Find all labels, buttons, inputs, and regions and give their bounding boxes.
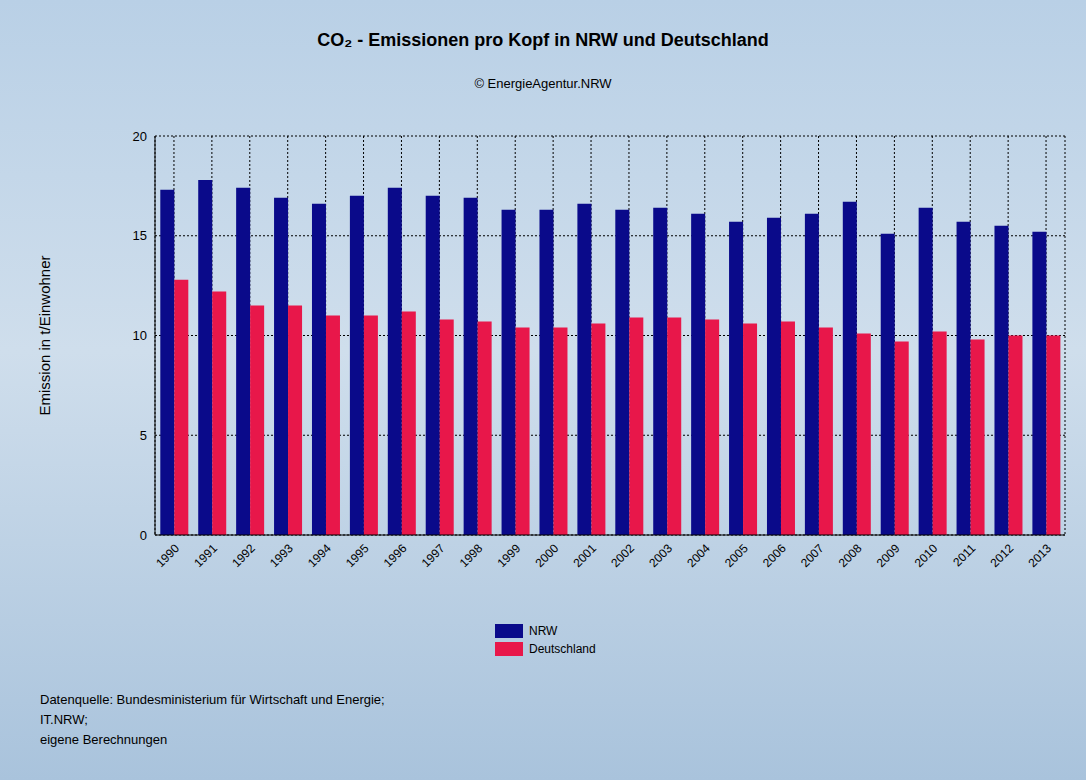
svg-text:15: 15 (133, 228, 147, 243)
svg-text:2013: 2013 (1025, 541, 1054, 570)
svg-text:2012: 2012 (987, 541, 1016, 570)
svg-text:1996: 1996 (381, 541, 410, 570)
html-text:Deutschland: Deutschland (529, 642, 596, 656)
svg-text:0: 0 (140, 528, 147, 543)
html-text:NRW: NRW (529, 624, 558, 638)
svg-text:1994: 1994 (305, 541, 334, 570)
svg-text:2008: 2008 (836, 541, 865, 570)
svg-text:20: 20 (133, 129, 147, 144)
svg-text:2004: 2004 (684, 541, 713, 570)
svg-text:5: 5 (140, 428, 147, 443)
svg-text:1991: 1991 (191, 541, 220, 570)
html-text:Datenquelle: Bundesministerium: Datenquelle: Bundesministerium für Wirts… (40, 692, 385, 707)
svg-text:1995: 1995 (343, 541, 372, 570)
svg-text:2006: 2006 (760, 541, 789, 570)
svg-text:2003: 2003 (646, 541, 675, 570)
svg-text:Emission in t/Einwohner: Emission in t/Einwohner (36, 255, 53, 415)
svg-text:1999: 1999 (495, 541, 524, 570)
svg-text:2010: 2010 (912, 541, 941, 570)
svg-text:1992: 1992 (229, 541, 258, 570)
svg-text:2009: 2009 (874, 541, 903, 570)
svg-text:2007: 2007 (798, 541, 827, 570)
svg-text:2000: 2000 (532, 541, 561, 570)
svg-text:2011: 2011 (950, 541, 978, 569)
html-text:CO₂ - Emissionen pro Kopf in N: CO₂ - Emissionen pro Kopf in NRW und Deu… (317, 30, 769, 50)
svg-text:2002: 2002 (608, 541, 637, 570)
html-text:IT.NRW;: IT.NRW; (40, 712, 88, 727)
svg-text:2005: 2005 (722, 541, 751, 570)
svg-text:2001: 2001 (570, 541, 599, 570)
svg-text:10: 10 (133, 328, 147, 343)
svg-text:1997: 1997 (419, 541, 448, 570)
html-text:eigene Berechnungen: eigene Berechnungen (40, 732, 168, 747)
svg-text:1998: 1998 (457, 541, 486, 570)
html-text:© EnergieAgentur.NRW: © EnergieAgentur.NRW (474, 76, 612, 91)
svg-text:1990: 1990 (153, 541, 182, 570)
svg-text:1993: 1993 (267, 541, 296, 570)
